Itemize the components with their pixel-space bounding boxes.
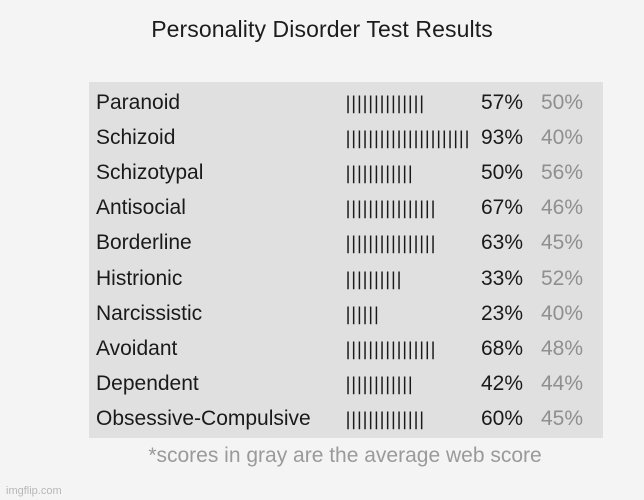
score-bar: ||||||||||||||||||||||	[345, 128, 470, 150]
average-score: 56%	[541, 161, 584, 185]
table-row: Narcissistic |||||| 23% 40%	[89, 296, 603, 331]
score-value: 60%	[481, 406, 524, 430]
table-row: Avoidant |||||||||||||||| 68% 48%	[89, 331, 603, 366]
average-score: 40%	[541, 126, 584, 150]
average-score: 45%	[541, 406, 584, 430]
table-row: Antisocial |||||||||||||||| 67% 46%	[89, 190, 603, 225]
score-bar: ||||||||||||||||	[345, 198, 436, 220]
score-bar: ||||||||||||||||	[345, 233, 436, 255]
score-bar: ||||||	[345, 303, 379, 325]
score-value: 57%	[481, 91, 524, 114]
disorder-name: Histrionic	[96, 266, 183, 290]
disorder-name: Antisocial	[96, 196, 186, 220]
average-score: 48%	[541, 336, 584, 360]
average-score: 50%	[541, 91, 584, 114]
score-value: 63%	[481, 231, 524, 255]
score-value: 67%	[481, 196, 524, 220]
table-row: Histrionic |||||||||| 33% 52%	[89, 261, 603, 296]
table-row: Paranoid |||||||||||||| 57% 50%	[89, 85, 603, 120]
score-value: 23%	[481, 301, 524, 325]
disorder-name: Schizotypal	[96, 161, 204, 185]
disorder-name: Paranoid	[96, 91, 181, 114]
footnote: *scores in gray are the average web scor…	[148, 444, 542, 467]
results-table: Paranoid |||||||||||||| 57% 50% Schizoid ||||…	[89, 82, 603, 438]
disorder-name: Schizoid	[96, 126, 176, 150]
average-score: 52%	[541, 266, 584, 290]
score-bar: ||||||||||	[345, 268, 402, 290]
score-value: 50%	[481, 161, 524, 185]
disorder-name: Avoidant	[96, 336, 178, 360]
table-row: Schizotypal |||||||||||| 50% 56%	[89, 155, 603, 190]
average-score: 45%	[541, 231, 584, 255]
score-value: 42%	[481, 371, 524, 395]
disorder-name: Borderline	[96, 231, 192, 255]
table-row: Obsessive-Compulsive |||||||||||||| 60% 45%	[89, 401, 603, 436]
score-bar: ||||||||||||||	[345, 93, 425, 114]
average-score: 46%	[541, 196, 584, 220]
score-bar: ||||||||||||||	[345, 408, 425, 430]
score-bar: ||||||||||||	[345, 373, 413, 395]
score-bar: ||||||||||||||||	[345, 338, 436, 360]
disorder-name: Narcissistic	[96, 301, 203, 325]
table-row: Dependent |||||||||||| 42% 44%	[89, 366, 603, 401]
score-value: 93%	[481, 126, 524, 150]
score-bar: ||||||||||||	[345, 163, 413, 185]
score-value: 33%	[481, 266, 524, 290]
average-score: 40%	[541, 301, 584, 325]
disorder-name: Obsessive-Compulsive	[96, 406, 311, 430]
table-row: Borderline |||||||||||||||| 63% 45%	[89, 225, 603, 260]
score-value: 68%	[481, 336, 524, 360]
average-score: 44%	[541, 371, 584, 395]
table-row: Schizoid |||||||||||||||||||||| 93% 40%	[89, 120, 603, 155]
disorder-name: Dependent	[96, 371, 199, 395]
watermark: imgflip.com	[6, 485, 62, 497]
page-title: Personality Disorder Test Results	[151, 16, 493, 42]
